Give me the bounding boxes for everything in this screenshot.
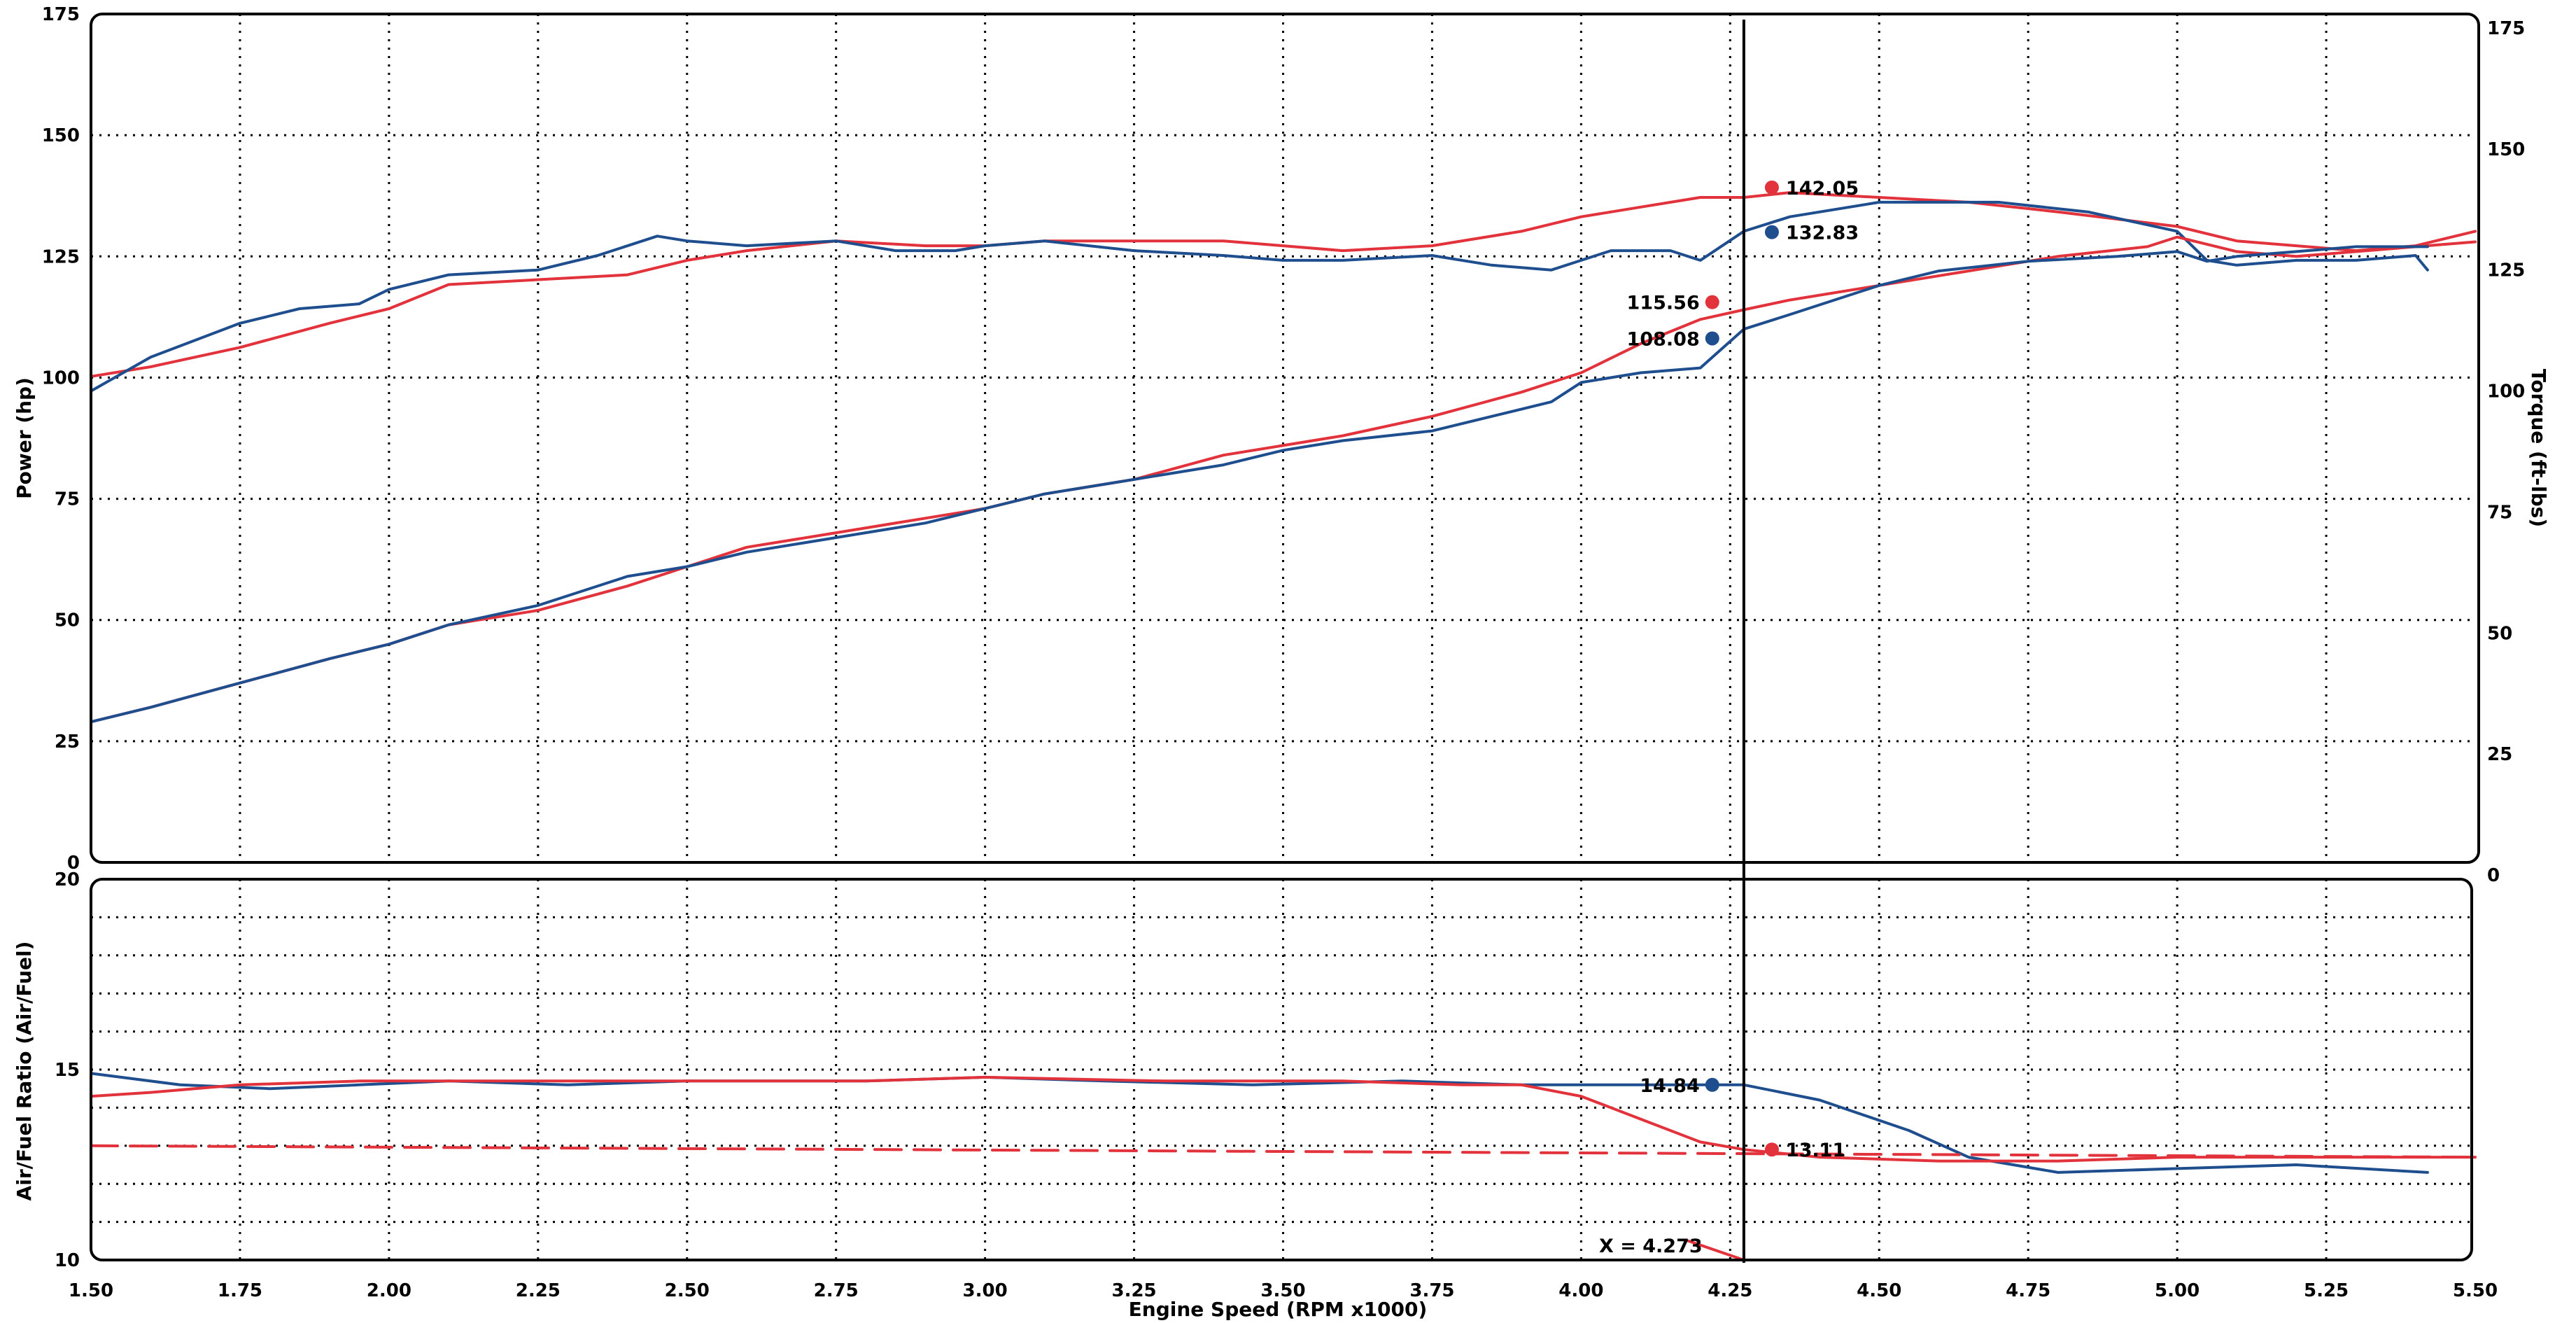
power-tick-label: 175 [42,4,80,25]
rpm-axis-title: Engine Speed (RPM x1000) [1129,1298,1428,1321]
power-tick-label: 0 [67,853,80,874]
value-marker [1764,1142,1779,1157]
rpm-tick-label: 2.25 [516,1280,561,1301]
value-label: 14.84 [1640,1075,1699,1097]
value-marker [1764,225,1779,239]
afr-axis-ticks: 10 15 20 [55,869,80,1271]
power-blue-line [90,245,2429,724]
power-tick-label: 100 [42,368,80,388]
power-tick-label: 50 [55,610,80,631]
rpm-tick-label: 5.50 [2453,1280,2498,1301]
afr-blue-line [90,1072,2429,1174]
afr-axis-title: Air/Fuel Ratio (Air/Fuel) [13,941,36,1201]
power-tick-label: 75 [55,489,80,510]
torque-tick-label: 25 [2487,744,2512,765]
value-marker [1705,295,1719,309]
bottom-plot-frame [90,878,2473,1261]
value-marker [1764,180,1779,195]
top-series [90,191,2477,724]
torque-tick-label: 175 [2487,18,2525,39]
value-label: 132.83 [1786,223,1859,244]
air-fuel-panel: 10 15 20 1.50 1.75 2.00 2.25 2.50 2.75 3.00 3.25 3… [13,869,2498,1321]
rpm-tick-label: 4.25 [1708,1280,1752,1301]
torque-tick-label: 125 [2487,260,2525,281]
rpm-tick-label: 5.25 [2304,1280,2349,1301]
bottom-annotations: 14.84 13.11 [1640,1075,1845,1161]
power-axis-title: Power (hp) [13,377,36,499]
bottom-series [90,1072,2477,1261]
rpm-tick-label: 3.25 [1111,1280,1156,1301]
power-tick-label: 25 [55,732,80,752]
afr-tick-label: 20 [55,869,80,890]
afr-red-tail-line [1687,1239,1745,1261]
torque-axis-ticks: 0 25 50 75 100 125 150 175 [2487,18,2525,886]
afr-target-dashed-line [90,1144,2477,1159]
rpm-tick-label: 3.00 [963,1280,1008,1301]
top-grid [91,14,2475,862]
torque-axis-title: Torque (ft-lbs) [2527,369,2550,527]
power-tick-label: 125 [42,246,80,267]
rpm-tick-label: 3.75 [1409,1280,1454,1301]
value-label: 13.11 [1786,1140,1845,1161]
value-marker [1705,331,1719,346]
torque-blue-line [90,200,2429,393]
rpm-tick-label: 5.00 [2155,1280,2200,1301]
rpm-tick-label: 4.50 [1857,1280,1901,1301]
top-plot-frame [90,13,2480,864]
rpm-tick-label: 4.00 [1558,1280,1603,1301]
rpm-tick-label: 2.00 [367,1280,411,1301]
torque-tick-label: 100 [2487,382,2525,402]
power-red-line [90,235,2477,724]
cursor-x-label: X = 4.273 [1599,1236,1703,1257]
rpm-tick-label: 1.75 [218,1280,262,1301]
value-label: 108.08 [1627,328,1700,350]
torque-tick-label: 0 [2487,865,2500,886]
afr-red-line [90,1075,2477,1163]
rpm-tick-label: 2.75 [814,1280,859,1301]
afr-tick-label: 15 [55,1060,80,1081]
rpm-tick-label: 2.50 [665,1280,710,1301]
power-tick-label: 150 [42,125,80,146]
top-annotations: 142.05 132.83 115.56 108.08 [1627,178,1859,351]
bottom-grid [91,879,2475,1260]
value-label: 115.56 [1627,293,1700,314]
value-marker [1705,1077,1719,1092]
power-axis-ticks: 0 25 50 75 100 125 150 175 [42,4,80,874]
rpm-axis-ticks: 1.50 1.75 2.00 2.25 2.50 2.75 3.00 3.25 3.50 3.75… [69,1280,2498,1301]
value-label: 142.05 [1786,178,1859,200]
rpm-tick-label: 1.50 [69,1280,113,1301]
rpm-tick-label: 3.50 [1260,1280,1305,1301]
rpm-tick-label: 4.75 [2006,1280,2050,1301]
afr-tick-label: 10 [55,1250,80,1271]
torque-tick-label: 50 [2487,623,2512,644]
torque-tick-label: 75 [2487,502,2512,523]
torque-tick-label: 150 [2487,139,2525,160]
